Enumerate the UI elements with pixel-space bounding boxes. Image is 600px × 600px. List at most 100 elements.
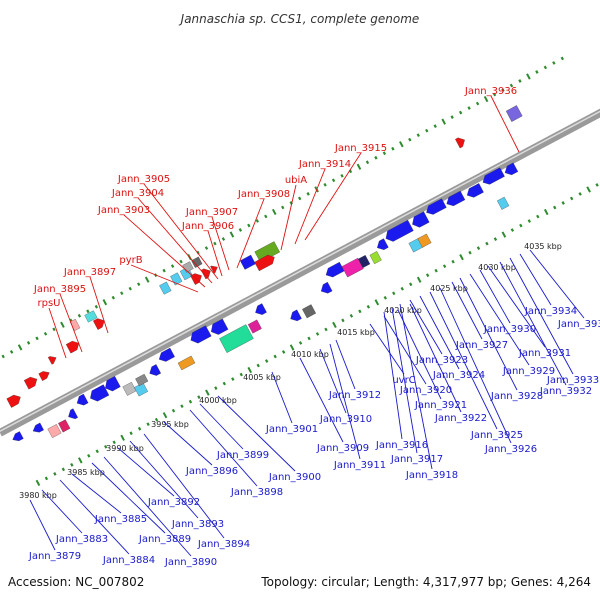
gene-label-lower: Jann_3879 <box>28 551 81 562</box>
gene-arrow <box>377 238 389 250</box>
upper-tick <box>102 299 108 306</box>
lower-leader-line <box>469 273 530 366</box>
gene-label-lower: Jann_3900 <box>268 472 321 483</box>
lower-tick <box>146 422 150 427</box>
gene-arrow <box>466 183 484 198</box>
lower-leader-line <box>439 287 512 444</box>
upper-leader-line <box>211 216 230 271</box>
upper-tick <box>26 341 31 345</box>
upper-tick <box>382 151 387 156</box>
lower-leader-line <box>391 307 418 454</box>
lower-tick <box>586 186 591 193</box>
lower-tick <box>256 363 260 368</box>
lower-tick <box>188 399 193 404</box>
upper-leader-line <box>280 184 297 251</box>
gene-arrow <box>105 375 121 392</box>
gene-arrow <box>38 371 50 382</box>
gene-arrow <box>455 137 465 149</box>
gene-arrow <box>190 325 212 344</box>
gene-arrow <box>6 394 21 408</box>
upper-leader-line <box>123 214 206 288</box>
upper-tick <box>281 205 285 210</box>
lower-tick <box>349 314 354 318</box>
gene-arrow <box>76 393 89 406</box>
gene-arrow <box>47 424 62 439</box>
lower-tick <box>434 268 438 273</box>
lower-tick <box>501 231 507 238</box>
lower-leader-line <box>143 433 225 539</box>
gene-arrow <box>239 254 256 270</box>
upper-tick <box>560 56 564 61</box>
upper-tick <box>144 276 150 283</box>
gene-label-lower: Jann_3898 <box>230 487 283 498</box>
upper-leader-line <box>130 264 199 293</box>
upper-tick <box>458 110 463 115</box>
gene-label-lower: Jann_3934 <box>524 306 577 317</box>
lower-tick <box>137 426 142 431</box>
lower-tick <box>129 431 133 436</box>
lower-leader-line <box>397 309 442 400</box>
lower-leader-line <box>499 261 567 386</box>
upper-tick <box>137 282 141 287</box>
lower-leader-line <box>487 265 546 348</box>
lower-tick <box>493 237 498 241</box>
gene-label-lower: Jann_3928 <box>490 391 543 402</box>
lower-leader-line <box>409 303 462 413</box>
lower-leader-line <box>163 421 213 466</box>
lower-tick <box>451 259 455 264</box>
upper-tick <box>450 115 454 119</box>
gene-arrow <box>505 105 523 122</box>
kbp-label: 3990 kbp <box>106 444 144 453</box>
lower-leader-line <box>429 291 498 430</box>
lower-tick <box>374 299 380 306</box>
upper-tick <box>213 241 217 246</box>
gene-label-lower: Jann_3931 <box>518 348 571 359</box>
lower-tick <box>527 219 531 223</box>
lower-leader-line <box>383 311 403 440</box>
upper-tick <box>238 228 243 232</box>
gene-arrow <box>200 268 211 280</box>
upper-leader-line <box>304 152 362 241</box>
kbp-label: 4030 kbp <box>478 263 516 272</box>
gene-arrow <box>92 318 105 330</box>
lower-tick <box>392 291 396 296</box>
gene-arrow <box>302 304 317 319</box>
upper-leader-line <box>89 276 109 334</box>
upper-tick <box>501 88 505 92</box>
upper-leader-line <box>59 293 83 353</box>
lower-leader-line <box>217 395 296 472</box>
upper-leader-line <box>490 95 520 153</box>
upper-tick <box>416 133 420 138</box>
gene-label-lower: Jann_3932 <box>539 386 592 397</box>
upper-tick <box>391 146 395 151</box>
gene-label-upper: Jann_3905 <box>117 174 170 185</box>
gene-label-lower: Jann_3921 <box>414 400 467 411</box>
gene-label-lower: Jann_3933 <box>546 375 599 386</box>
gene-arrow <box>369 251 382 265</box>
lower-tick <box>324 327 328 332</box>
gene-arrow <box>149 364 162 376</box>
gene-arrow <box>122 381 137 396</box>
lower-tick <box>578 192 582 196</box>
lower-leader-line <box>59 479 130 555</box>
lower-tick <box>442 264 447 269</box>
upper-leader-line <box>143 183 219 280</box>
gene-label-lower: uvrC <box>392 375 415 386</box>
gene-arrow <box>385 219 414 242</box>
lower-tick <box>383 295 387 300</box>
accession-text: Accession: NC_007802 <box>8 575 144 589</box>
lower-tick <box>510 228 515 232</box>
lower-tick <box>120 434 125 441</box>
kbp-label: 3995 kbp <box>151 420 189 429</box>
backbone-line <box>0 108 600 437</box>
gene-arrow <box>191 256 203 268</box>
upper-leader-line <box>48 307 67 359</box>
lower-leader-line <box>383 315 427 385</box>
gene-arrow <box>320 281 333 294</box>
upper-tick <box>475 101 480 106</box>
gene-arrow <box>219 324 254 353</box>
upper-tick <box>111 295 115 300</box>
lower-leader-line <box>41 489 83 534</box>
gene-arrow <box>341 257 364 278</box>
upper-tick <box>120 291 124 296</box>
